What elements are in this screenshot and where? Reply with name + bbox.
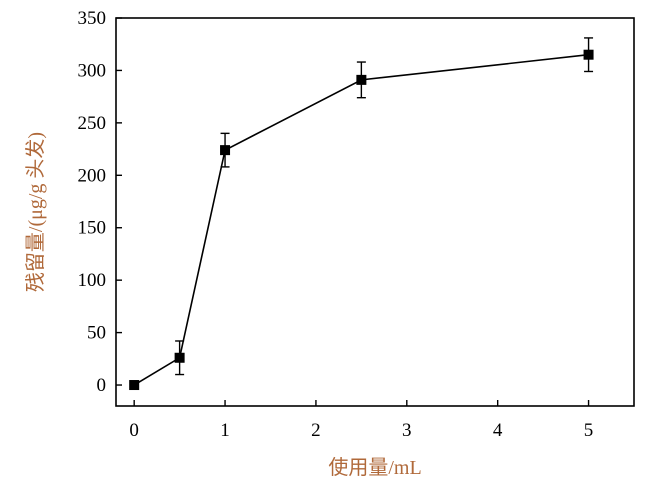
data-point	[129, 380, 140, 391]
y-tick-label: 150	[78, 218, 107, 239]
plot-frame	[115, 17, 635, 407]
y-tick-label: 200	[78, 165, 107, 186]
axis-ticks	[116, 17, 590, 406]
x-tick-label: 5	[584, 420, 594, 441]
x-tick-label: 3	[402, 420, 412, 441]
y-tick-label: 300	[78, 60, 107, 81]
x-axis-title: 使用量/mL	[328, 456, 421, 479]
x-tick-label: 1	[220, 420, 230, 441]
x-tick-label: 0	[129, 420, 139, 441]
y-axis-title: 残留量/(μg/g 头发)	[24, 132, 47, 292]
y-tick-label: 350	[78, 8, 107, 29]
data-point	[174, 352, 185, 363]
data-series	[129, 37, 594, 391]
x-tick-label: 2	[311, 420, 321, 441]
y-tick-label: 250	[78, 113, 107, 134]
data-point	[583, 49, 594, 60]
tick-labels: 0 50 100 150 200 250 300 350 0 1 2 3 4 5	[78, 8, 594, 441]
y-tick-label: 0	[97, 375, 107, 396]
series-line	[133, 53, 589, 386]
y-tick-label: 100	[78, 270, 107, 291]
x-tick-label: 4	[493, 420, 503, 441]
data-point	[356, 74, 367, 85]
y-tick-label: 50	[87, 323, 106, 344]
data-point	[220, 145, 231, 156]
